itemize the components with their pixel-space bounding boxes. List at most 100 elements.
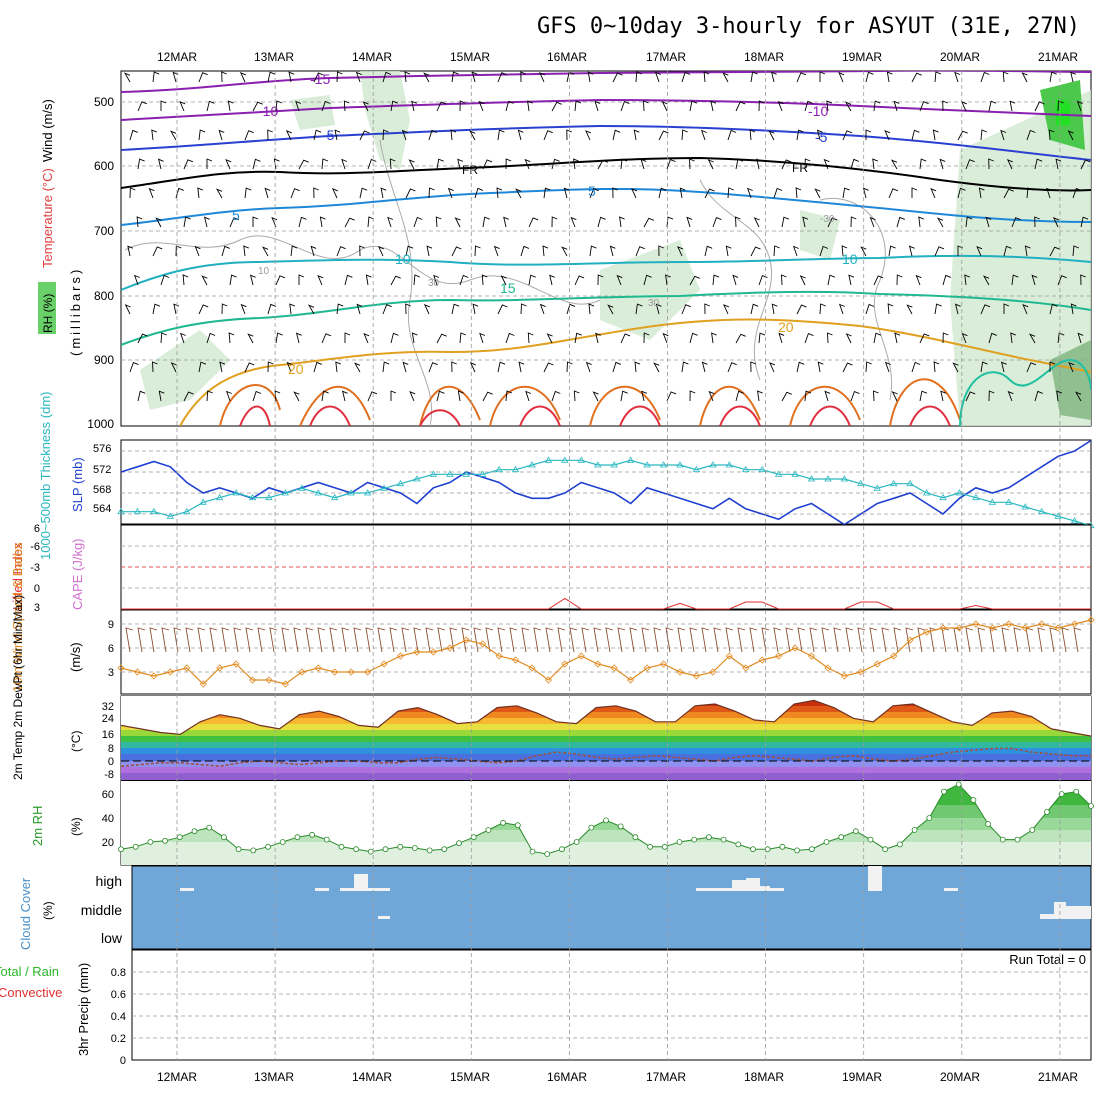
upper-wind-barb: [539, 303, 546, 315]
upper-wind-barb: [317, 274, 324, 286]
upper-wind-barb: [957, 187, 966, 199]
wind-barb: [929, 627, 938, 653]
rh-marker: [294, 834, 301, 841]
chart-title: GFS 0~10day 3-hourly for ASYUT (31E, 27N…: [537, 14, 1080, 39]
upper-wind-barb: [819, 245, 829, 257]
cloud-high-bar: [315, 888, 329, 891]
thickness-marker: [495, 465, 503, 473]
y-tick: 800: [94, 289, 114, 303]
date-bottom: 19MAR: [842, 1070, 882, 1084]
upper-wind-barb: [319, 216, 326, 228]
upper-wind-barb: [1021, 72, 1028, 83]
wind-barb: [377, 627, 386, 653]
cloud-high-bar: [732, 880, 746, 891]
upper-wind-barb: [129, 187, 136, 199]
upper-wind-barb: [527, 100, 533, 112]
temp-band: [121, 718, 1091, 724]
rh-marker: [338, 843, 345, 850]
wind-barb: [893, 627, 902, 653]
upper-wind-barb: [804, 158, 811, 170]
upper-wind-barb: [827, 332, 833, 344]
upper-wind-barb: [1046, 187, 1053, 199]
upper-wind-barb: [865, 303, 875, 315]
thickness-marker: [1037, 507, 1046, 515]
wind-barb: [257, 627, 266, 653]
upper-wind-barb: [850, 391, 860, 402]
wind-barb: [245, 627, 254, 653]
rh-contour: [379, 139, 432, 426]
temp-band: [121, 730, 1091, 736]
upper-wind-barb: [679, 187, 686, 199]
y-tick: -3: [30, 562, 40, 574]
thickness-marker: [199, 498, 207, 505]
upper-wind-barb: [939, 158, 946, 170]
wind-barb: [533, 627, 542, 653]
upper-wind-barb: [891, 391, 898, 402]
wind-speed-marker: [495, 652, 503, 660]
upper-wind-barb: [845, 333, 852, 344]
wind-barb: [305, 627, 314, 653]
thickness-marker: [807, 475, 816, 482]
wind-speed-marker: [232, 660, 240, 668]
upper-wind-barb: [1057, 100, 1064, 112]
rh-marker: [706, 834, 712, 841]
upper-wind-barb: [799, 275, 806, 286]
upper-wind-barb: [335, 361, 341, 373]
upper-wind-barb: [710, 100, 717, 112]
thickness-marker: [922, 489, 931, 496]
upper-wind-barb: [842, 130, 853, 141]
upper-wind-barb: [681, 361, 689, 373]
wind-speed-marker: [413, 648, 421, 656]
upper-wind-barb: [367, 216, 375, 228]
lifted-index-line: [121, 597, 1091, 610]
thickness-marker: [446, 470, 454, 477]
thickness-marker: [857, 479, 865, 487]
wind-speed-marker: [150, 672, 158, 680]
ylabel-temp2m: 2m Temp 2m DewPt (6hr Min/Max): [11, 595, 25, 780]
upper-wind-barb: [735, 390, 744, 402]
upper-wind-barb: [860, 246, 867, 257]
wind-barb: [593, 627, 602, 653]
contour-label: 5: [232, 207, 240, 223]
wind-speed-marker: [692, 672, 700, 680]
upper-wind-barb: [768, 130, 775, 141]
cloud-mid-bar: [1066, 906, 1091, 919]
thickness-marker: [659, 461, 668, 468]
thickness-marker: [1070, 517, 1079, 524]
upper-wind-barb: [643, 217, 654, 228]
wind-speed-marker: [725, 652, 733, 660]
upper-wind-barb: [919, 158, 927, 170]
upper-wind-barb: [655, 303, 662, 315]
upper-wind-barb: [873, 100, 881, 112]
wind-speed-marker: [594, 660, 602, 668]
upper-wind-barb: [954, 303, 961, 315]
upper-wind-barb: [405, 303, 411, 315]
upper-wind-barb: [551, 216, 558, 228]
rh-marker: [441, 846, 448, 853]
cloud-high-bar: [944, 888, 958, 891]
upper-wind-barb: [137, 158, 145, 170]
upper-wind-barb: [988, 390, 995, 402]
upper-wind-barb: [447, 187, 454, 199]
upper-wind-barb: [137, 101, 148, 112]
upper-wind-barb: [1003, 245, 1012, 257]
thickness-marker: [643, 461, 651, 468]
upper-wind-barb: [543, 187, 551, 199]
upper-wind-barb: [842, 187, 850, 199]
upper-wind-barb: [367, 158, 377, 170]
upper-wind-barb: [1072, 187, 1082, 199]
wind-barb: [173, 627, 182, 653]
upper-wind-barb: [661, 101, 668, 112]
upper-wind-barb: [873, 275, 884, 286]
upper-wind-barb: [757, 390, 763, 402]
upper-wind-barb: [496, 187, 503, 199]
upper-wind-barb: [1010, 332, 1016, 344]
upper-wind-barb: [1070, 71, 1076, 83]
rh-shading: [600, 240, 700, 340]
upper-wind-barb: [428, 129, 438, 141]
upper-wind-barb: [658, 130, 669, 141]
upper-wind-barb: [1049, 303, 1058, 315]
upper-wind-barb: [469, 362, 476, 373]
rh-marker: [382, 846, 389, 853]
rh-marker: [999, 836, 1006, 843]
